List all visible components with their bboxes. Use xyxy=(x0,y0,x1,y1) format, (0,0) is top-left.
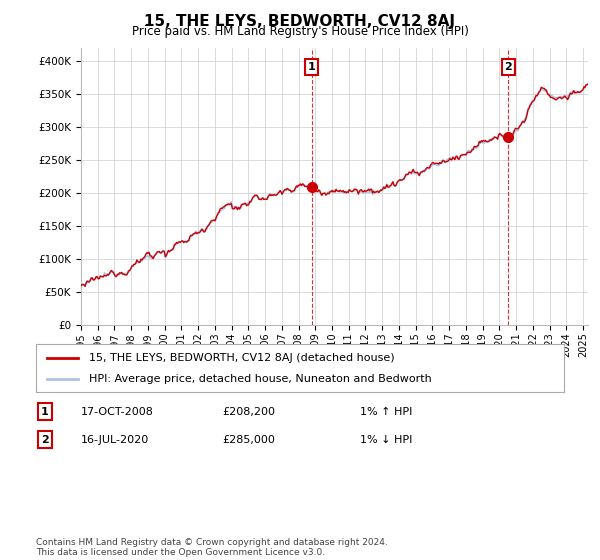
Text: 1: 1 xyxy=(308,62,316,72)
Text: Contains HM Land Registry data © Crown copyright and database right 2024.
This d: Contains HM Land Registry data © Crown c… xyxy=(36,538,388,557)
Text: £208,200: £208,200 xyxy=(222,407,275,417)
Text: Price paid vs. HM Land Registry's House Price Index (HPI): Price paid vs. HM Land Registry's House … xyxy=(131,25,469,38)
Text: 15, THE LEYS, BEDWORTH, CV12 8AJ (detached house): 15, THE LEYS, BEDWORTH, CV12 8AJ (detach… xyxy=(89,353,394,363)
Text: 1: 1 xyxy=(41,407,49,417)
Text: 2: 2 xyxy=(505,62,512,72)
Text: 1% ↑ HPI: 1% ↑ HPI xyxy=(360,407,412,417)
Text: 17-OCT-2008: 17-OCT-2008 xyxy=(81,407,154,417)
Text: 15, THE LEYS, BEDWORTH, CV12 8AJ: 15, THE LEYS, BEDWORTH, CV12 8AJ xyxy=(145,14,455,29)
Text: 16-JUL-2020: 16-JUL-2020 xyxy=(81,435,149,445)
Text: £285,000: £285,000 xyxy=(222,435,275,445)
Text: 1% ↓ HPI: 1% ↓ HPI xyxy=(360,435,412,445)
Text: 2: 2 xyxy=(41,435,49,445)
Text: HPI: Average price, detached house, Nuneaton and Bedworth: HPI: Average price, detached house, Nune… xyxy=(89,374,431,384)
